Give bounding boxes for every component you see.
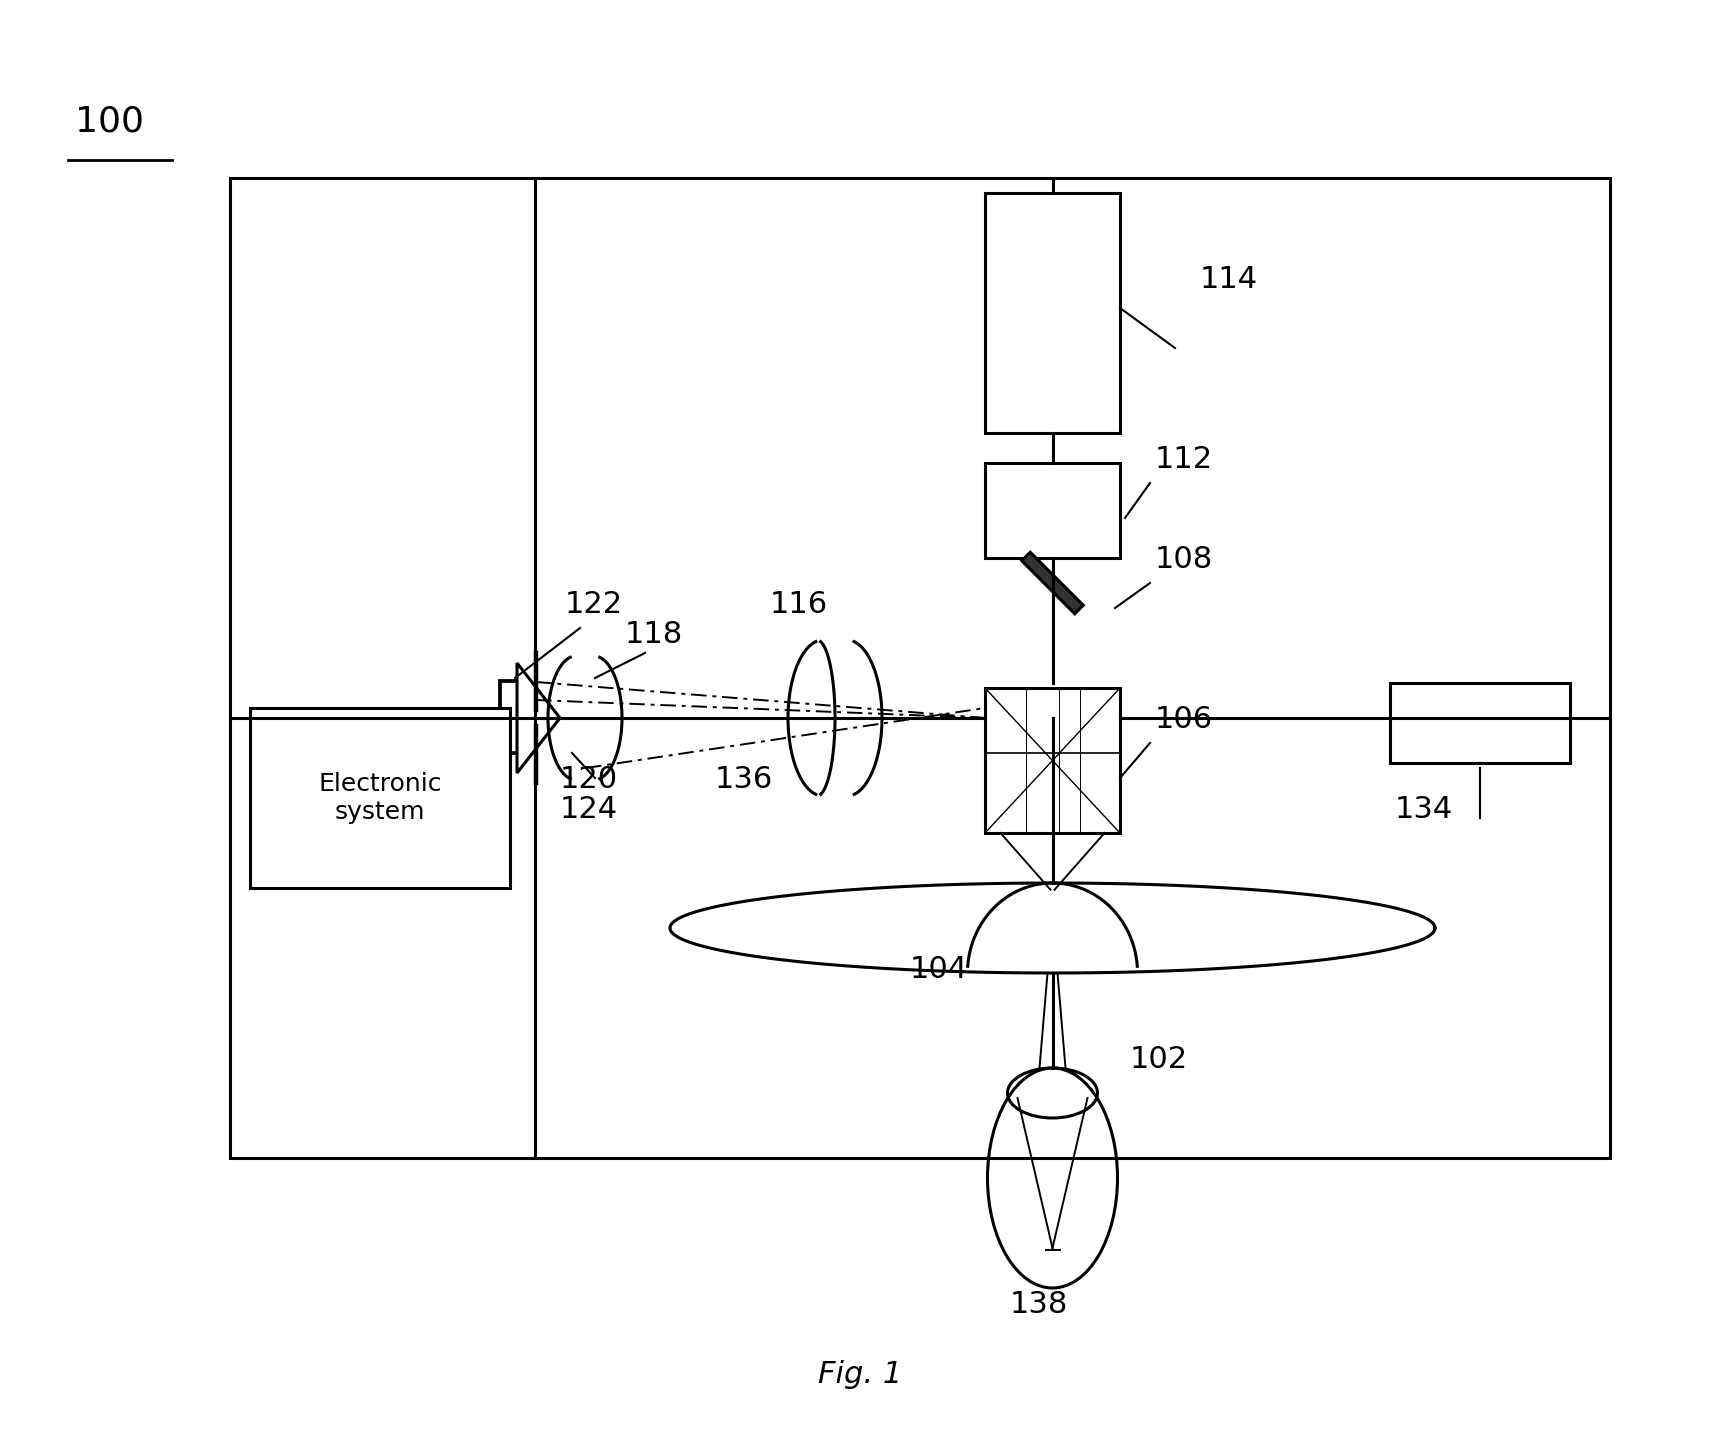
Text: 124: 124 — [559, 795, 618, 824]
Text: 134: 134 — [1394, 795, 1453, 824]
Bar — [230, 178, 1609, 1158]
Text: 102: 102 — [1129, 1045, 1188, 1074]
Text: 100: 100 — [74, 104, 144, 138]
Text: 122: 122 — [565, 590, 624, 618]
Bar — [984, 193, 1119, 433]
Text: 104: 104 — [909, 955, 968, 984]
Bar — [501, 682, 528, 754]
Bar — [984, 687, 1119, 833]
Text: 120: 120 — [559, 765, 618, 794]
Bar — [1389, 683, 1569, 764]
Text: 106: 106 — [1154, 705, 1212, 733]
Polygon shape — [1022, 552, 1082, 614]
Polygon shape — [516, 663, 559, 774]
Text: 136: 136 — [715, 765, 772, 794]
Text: Fig. 1: Fig. 1 — [818, 1360, 902, 1389]
Text: Electronic
system: Electronic system — [319, 772, 442, 824]
Text: 114: 114 — [1199, 265, 1257, 293]
Bar — [984, 463, 1119, 558]
Text: 112: 112 — [1154, 444, 1212, 475]
Text: 138: 138 — [1010, 1290, 1067, 1319]
Text: 118: 118 — [625, 620, 682, 649]
Text: 116: 116 — [769, 590, 828, 618]
Bar — [249, 707, 509, 889]
Text: 108: 108 — [1154, 545, 1212, 574]
